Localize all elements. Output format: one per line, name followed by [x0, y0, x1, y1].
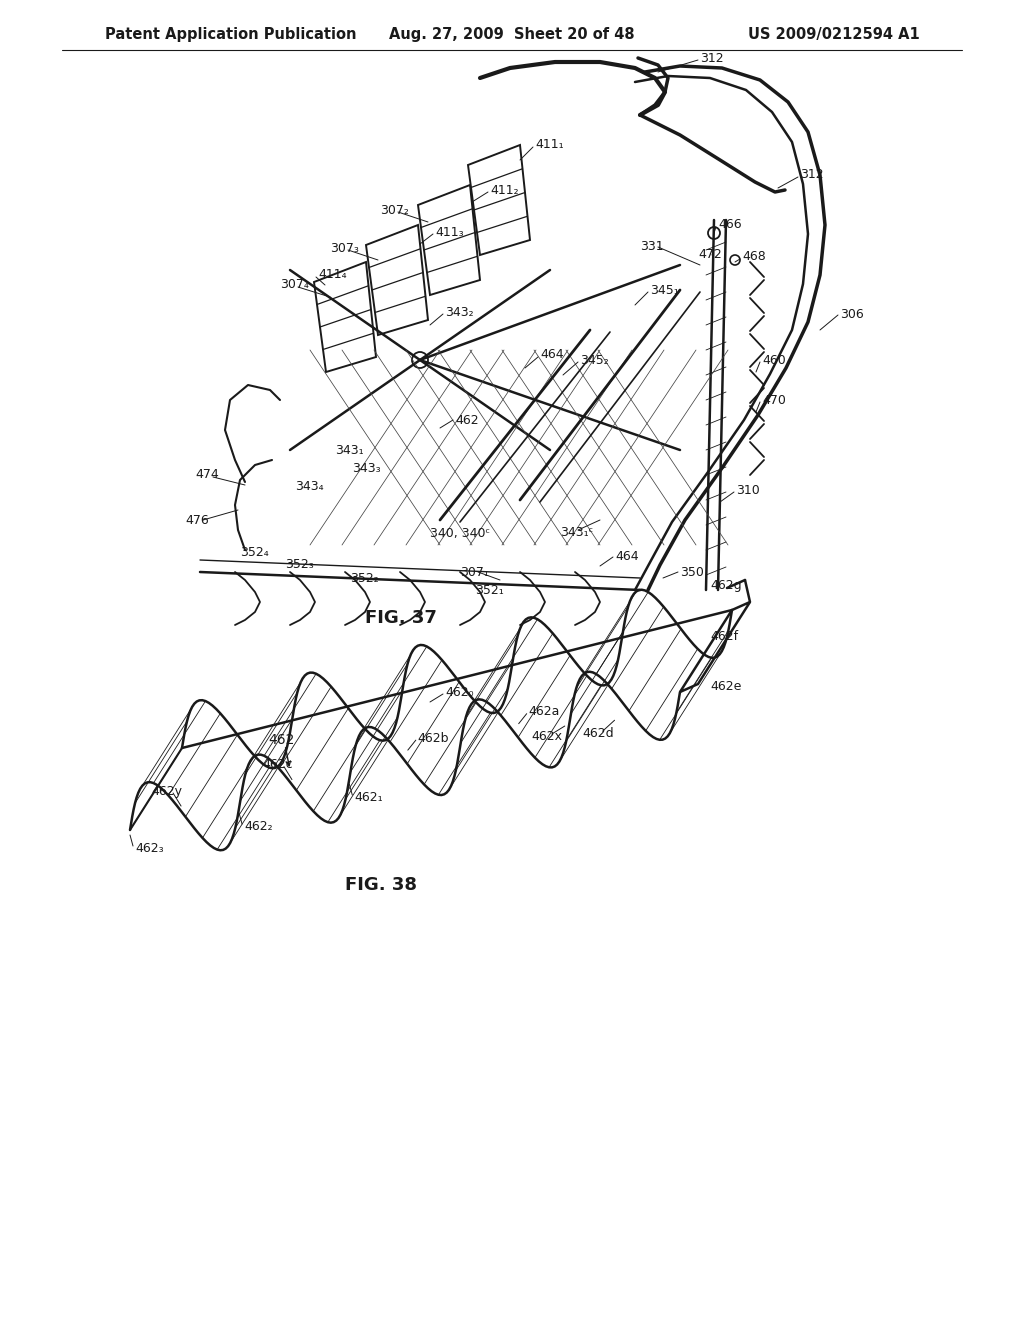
Text: 462: 462	[455, 413, 478, 426]
Text: 307₃: 307₃	[330, 242, 358, 255]
Text: 352₄: 352₄	[240, 545, 268, 558]
Text: 462₁: 462₁	[354, 791, 383, 804]
Text: 307₁: 307₁	[460, 565, 488, 578]
Text: 343₂: 343₂	[445, 305, 474, 318]
Text: 312: 312	[800, 169, 823, 181]
Text: 343₃: 343₃	[352, 462, 381, 474]
Text: 343₄: 343₄	[295, 480, 324, 494]
Text: 462g: 462g	[710, 578, 741, 591]
Text: 312: 312	[700, 51, 724, 65]
Text: 466: 466	[718, 219, 741, 231]
Text: 352₂: 352₂	[350, 572, 379, 585]
Text: 343₁: 343₁	[335, 444, 364, 457]
Text: 310: 310	[736, 483, 760, 496]
Text: 468: 468	[742, 251, 766, 264]
Text: 460: 460	[762, 354, 785, 367]
Text: Aug. 27, 2009  Sheet 20 of 48: Aug. 27, 2009 Sheet 20 of 48	[389, 28, 635, 42]
Text: 462a: 462a	[528, 705, 560, 718]
Text: 343₁ᶜ: 343₁ᶜ	[560, 525, 593, 539]
Text: 462₂: 462₂	[244, 820, 272, 833]
Text: FIG. 38: FIG. 38	[345, 876, 417, 894]
Text: 306: 306	[840, 309, 864, 322]
Text: 462y: 462y	[152, 784, 182, 797]
Text: 352₁: 352₁	[475, 583, 504, 597]
Text: 345₁: 345₁	[650, 284, 679, 297]
Text: 345₂: 345₂	[580, 354, 608, 367]
Text: 464: 464	[540, 348, 563, 362]
Text: 474: 474	[195, 469, 219, 482]
Text: 411₃: 411₃	[435, 226, 464, 239]
Text: 462x: 462x	[531, 730, 563, 743]
Text: 331: 331	[640, 240, 664, 253]
Text: 352₃: 352₃	[285, 558, 313, 572]
Text: 307₂: 307₂	[380, 203, 409, 216]
Text: 462f: 462f	[710, 630, 738, 643]
Text: 462: 462	[268, 733, 294, 747]
Text: 307₄: 307₄	[280, 279, 309, 292]
Text: 411₁: 411₁	[535, 139, 563, 152]
Text: 462₀: 462₀	[445, 685, 473, 698]
Text: 462e: 462e	[710, 681, 741, 693]
Text: US 2009/0212594 A1: US 2009/0212594 A1	[749, 28, 920, 42]
Text: 340, 340ᶜ: 340, 340ᶜ	[430, 528, 490, 540]
Text: FIG. 37: FIG. 37	[365, 609, 437, 627]
Text: 470: 470	[762, 393, 785, 407]
Text: 462d: 462d	[583, 727, 614, 739]
Text: 476: 476	[185, 513, 209, 527]
Text: Patent Application Publication: Patent Application Publication	[105, 28, 356, 42]
Text: 411₄: 411₄	[318, 268, 347, 281]
Text: 472: 472	[698, 248, 722, 261]
Text: 411₂: 411₂	[490, 183, 518, 197]
Text: 462c: 462c	[262, 758, 293, 771]
Text: 464: 464	[615, 550, 639, 564]
Text: 462₃: 462₃	[135, 842, 164, 854]
Text: 462b: 462b	[418, 731, 450, 744]
Text: 350: 350	[680, 565, 703, 578]
